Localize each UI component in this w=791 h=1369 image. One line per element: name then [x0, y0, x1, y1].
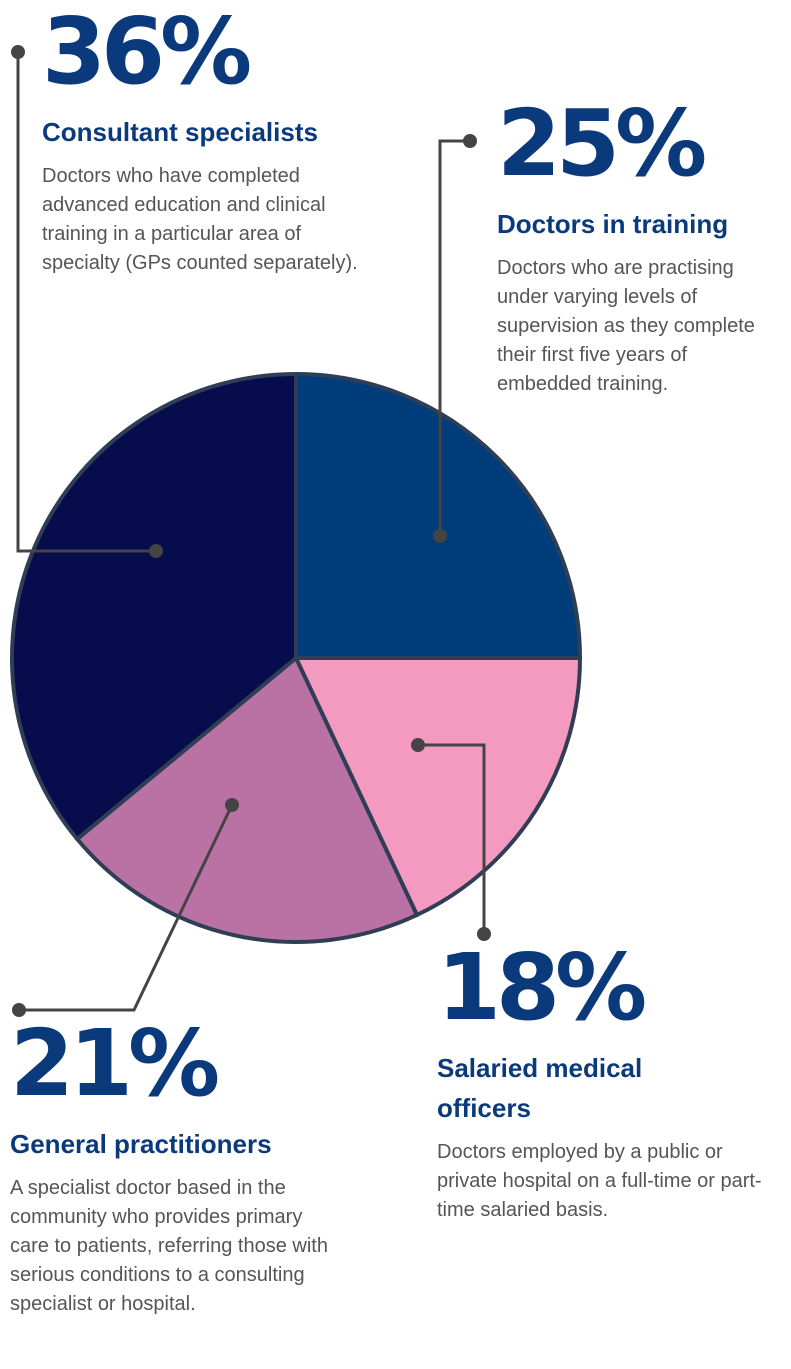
category-name: Salaried medical officers: [437, 1053, 643, 1123]
connector: [16, 52, 156, 553]
label-block: 21% General practitioners A specialist doc…: [10, 1018, 330, 1319]
connector-dot: [433, 529, 447, 543]
connector-dot: [411, 738, 425, 752]
percent-label: 18%: [437, 934, 647, 1041]
connector: [19, 804, 234, 1012]
connector: [438, 139, 470, 536]
connector-dot: [149, 544, 163, 558]
description: Doctors who are practising under varying…: [497, 257, 755, 395]
connector-dot: [463, 134, 477, 148]
category-name: General practitioners: [10, 1129, 272, 1159]
percent-label: 25%: [497, 90, 707, 197]
connector-dot: [477, 927, 491, 941]
description: Doctors who have completed advanced educ…: [42, 165, 358, 274]
label-block: 36% Consultant specialists Doctors who hav…: [42, 6, 367, 278]
connector: [418, 743, 486, 934]
pie-slice: [294, 371, 583, 660]
pie-slice: [10, 371, 298, 842]
connector-dot: [225, 798, 239, 812]
category-name: Doctors in training: [497, 209, 729, 239]
description: A specialist doctor based in the communi…: [10, 1177, 328, 1315]
pie-slice: [292, 656, 583, 918]
description: Doctors employed by a public or private …: [437, 1141, 762, 1221]
label-block: 25% Doctors in training Doctors who are pr…: [497, 98, 777, 399]
connector-dot: [12, 1003, 26, 1017]
percent-label: 21%: [10, 1010, 220, 1117]
label-block: 18% Salaried medical officers Doctors empl…: [437, 942, 782, 1225]
pie-slice: [74, 654, 420, 944]
category-name: Consultant specialists: [42, 117, 318, 147]
connector-dot: [11, 45, 25, 59]
percent-label: 36%: [42, 0, 252, 105]
